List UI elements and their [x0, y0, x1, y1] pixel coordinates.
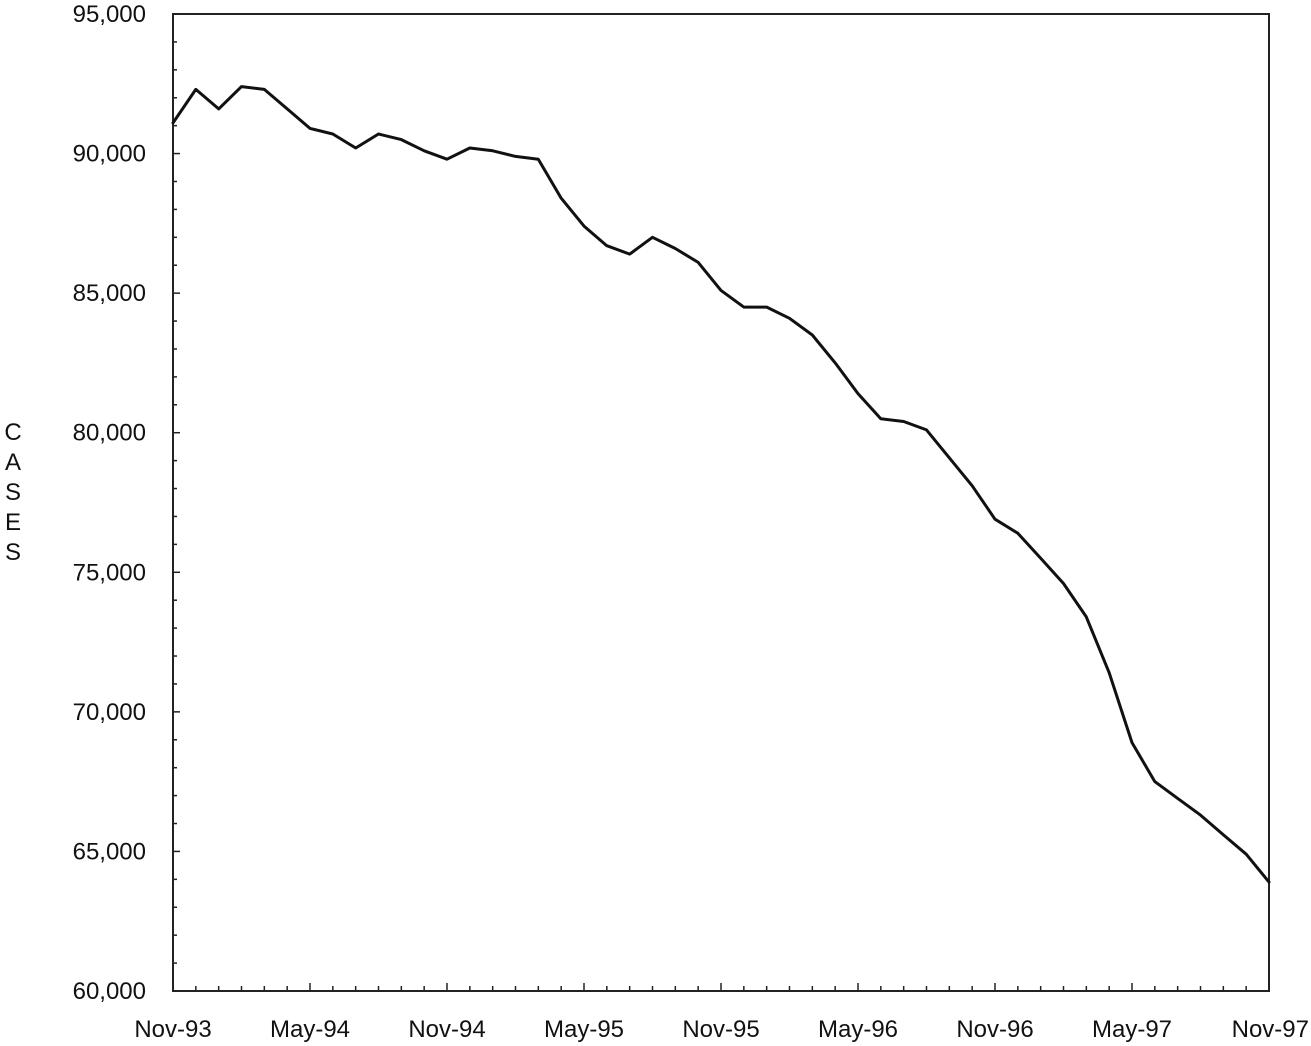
y-minor-ticks	[173, 14, 180, 991]
y-tick-label: 75,000	[73, 559, 146, 586]
y-axis-label-letter: C	[4, 419, 21, 446]
y-tick-label: 60,000	[73, 978, 146, 1005]
x-tick-label: Nov-94	[408, 1016, 485, 1043]
x-tick-label: Nov-95	[682, 1016, 759, 1043]
x-tick-label: Nov-96	[956, 1016, 1033, 1043]
x-tick-label: May-95	[544, 1016, 624, 1043]
y-tick-label: 90,000	[73, 141, 146, 168]
y-tick-labels: 60,000 65,000 70,000 75,000 80,000 85,000 90,0…	[73, 1, 146, 1005]
y-axis-label-letter: S	[5, 479, 21, 506]
x-tick-label: Nov-97	[1232, 1016, 1309, 1043]
y-axis-label-letter: S	[5, 539, 21, 566]
plot-area-frame	[173, 14, 1269, 991]
y-axis-label-letter: E	[5, 509, 21, 536]
x-axis-ticks	[173, 983, 1269, 991]
y-tick-label: 70,000	[73, 699, 146, 726]
x-tick-label: May-97	[1092, 1016, 1172, 1043]
y-tick-label: 80,000	[73, 420, 146, 447]
series-line	[173, 87, 1269, 883]
x-tick-label: May-94	[270, 1016, 350, 1043]
x-tick-label: Nov-93	[134, 1016, 211, 1043]
y-tick-label: 95,000	[73, 1, 146, 28]
x-tick-label: May-96	[818, 1016, 898, 1043]
y-tick-label: 65,000	[73, 838, 146, 865]
y-tick-label: 85,000	[73, 280, 146, 307]
y-axis-label-letter: A	[5, 449, 21, 476]
x-tick-labels: Nov-93 May-94 Nov-94 May-95 Nov-95 May-96 Nov-…	[134, 1016, 1309, 1043]
